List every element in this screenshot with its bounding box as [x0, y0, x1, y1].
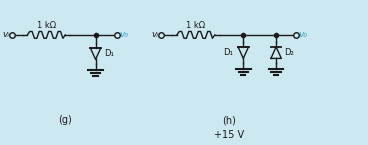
Text: D₁: D₁: [104, 49, 114, 58]
Text: vᵢ: vᵢ: [151, 30, 158, 39]
Text: D₂: D₂: [284, 48, 294, 57]
Text: vᵢ: vᵢ: [2, 30, 9, 39]
Text: 1 kΩ: 1 kΩ: [186, 21, 205, 30]
Text: D₁: D₁: [224, 48, 233, 57]
Text: +15 V: +15 V: [214, 130, 244, 140]
Text: (g): (g): [58, 116, 71, 126]
Text: (h): (h): [222, 116, 236, 126]
Text: 1 kΩ: 1 kΩ: [37, 21, 56, 30]
Text: v₀: v₀: [298, 30, 307, 39]
Text: v₀: v₀: [119, 30, 128, 39]
